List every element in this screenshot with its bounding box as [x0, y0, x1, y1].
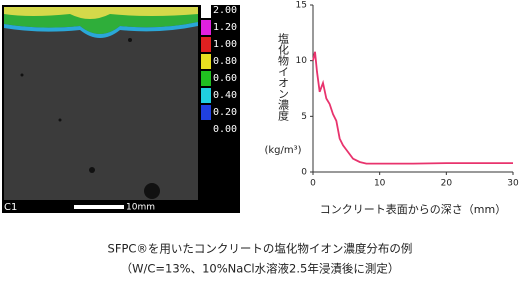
- colorbar-label: 0.60: [213, 73, 237, 84]
- x-axis-label: コンクリート表面からの深さ（mm）: [320, 202, 506, 216]
- y-tick-label: 0: [301, 168, 307, 178]
- map-void: [58, 118, 62, 122]
- colorbar-label: 0.00: [213, 124, 237, 135]
- data-line: [312, 51, 513, 165]
- x-tick-label: 0: [310, 179, 316, 189]
- colorbar-label: 1.20: [213, 22, 237, 33]
- colorbar-label: 1.00: [213, 39, 237, 50]
- x-tick-label: 20: [441, 179, 453, 189]
- y-tick-label: 10: [296, 56, 308, 66]
- map-field: [4, 7, 198, 200]
- y-tick-label: 5: [301, 112, 307, 122]
- colorbar-label: 0.80: [213, 56, 237, 67]
- map-label: C1: [4, 202, 17, 213]
- caption: （W/C=13%、10%NaCl水溶液2.5年浸漬後に測定）: [121, 262, 400, 276]
- colorbar-label: 0.20: [213, 107, 237, 118]
- map-void: [20, 73, 24, 77]
- map-image: C1 10mm 2.00 1.20 1.00 0.80 0.60 0.40 0.20 0.00: [2, 3, 240, 213]
- map-void: [89, 167, 95, 173]
- y-axis-unit: (kg/m³): [264, 145, 301, 156]
- colorbar: 2.00 1.20 1.00 0.80 0.60 0.40 0.20 0.00: [201, 3, 237, 137]
- map-surface-high: [4, 7, 198, 19]
- y-tick-label: 15: [296, 1, 307, 11]
- colorbar-swatch: [201, 88, 211, 103]
- colorbar-swatch: [201, 105, 211, 120]
- colorbar-swatch: [201, 54, 211, 69]
- colorbar-swatch: [201, 71, 211, 86]
- chart: 塩化物イオン濃度 (kg/m³) コンクリート表面からの深さ（mm） 0 5 10 1…: [264, 1, 519, 217]
- scale-label: 10mm: [126, 203, 155, 213]
- scale-bar: [74, 205, 124, 209]
- colorbar-label: 0.40: [213, 90, 237, 101]
- map-void: [144, 183, 160, 199]
- map-front: [4, 22, 198, 38]
- colorbar-label: 2.00: [213, 5, 237, 16]
- colorbar-swatch: [201, 20, 211, 35]
- x-tick-label: 10: [374, 179, 386, 189]
- colorbar-swatch: [201, 3, 211, 18]
- x-tick-label: 30: [507, 179, 519, 189]
- caption: SFPC®を用いたコンクリートの塩化物イオン濃度分布の例: [108, 242, 413, 256]
- y-axis-label: 塩化物イオン濃度: [277, 32, 290, 122]
- colorbar-swatch: [201, 37, 211, 52]
- colorbar-swatch: [201, 122, 211, 137]
- map-void: [128, 38, 132, 42]
